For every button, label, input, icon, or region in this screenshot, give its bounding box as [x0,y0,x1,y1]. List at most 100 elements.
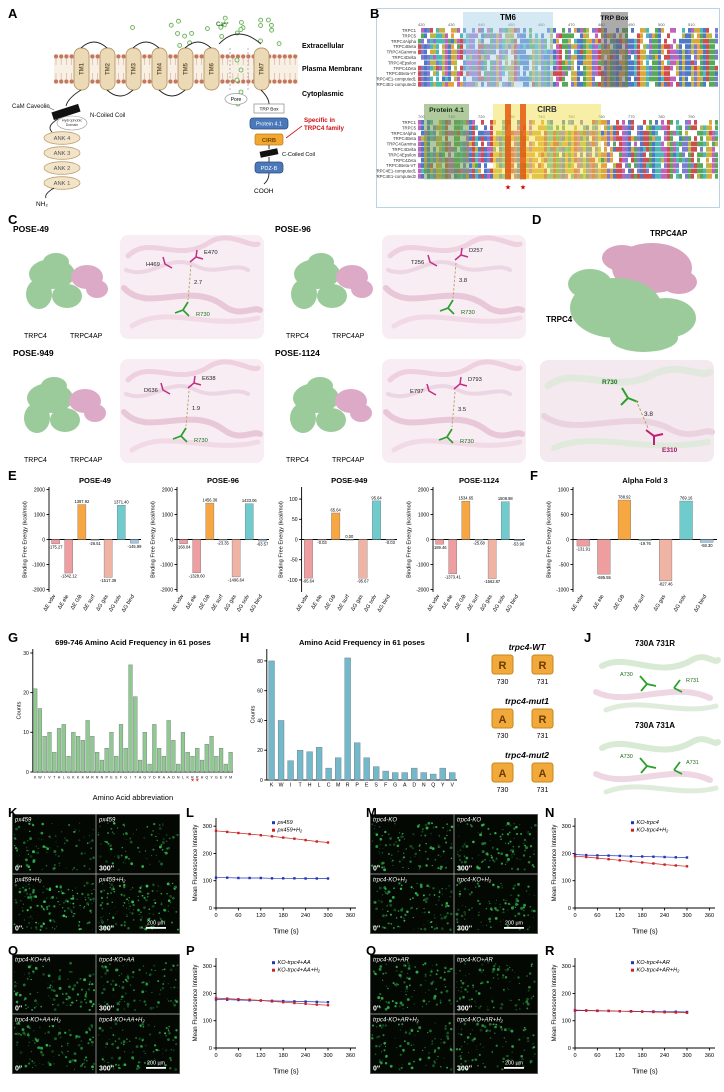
bar [638,539,652,541]
tm6-label: TM6 [500,13,517,22]
sequence-row-name: TRPC4Delta [392,147,417,152]
residue-730-column [505,104,511,180]
bar-value-label: -63.57 [257,542,269,547]
closeup-background [382,359,526,463]
y-tick-label: 100 [289,497,298,503]
ruler-number: 770 [628,114,635,119]
bar [190,755,195,773]
x-tick-label: G [393,783,397,789]
pore-label: Pore [231,97,242,103]
data-point [685,856,689,859]
data-point [282,836,285,839]
bar [137,759,143,773]
data-point [315,1003,318,1006]
bar [700,539,714,543]
x-tick-label: Q [205,776,208,780]
bar-value-label: -168.04 [177,544,192,549]
residue-sticks [639,675,683,693]
residue-position: 731 [537,733,549,740]
residue-label: D636 [144,388,158,394]
trpc4ap-label: TRPC4AP [70,457,103,464]
panel-label-j: J [584,630,592,645]
data-point [226,876,229,879]
ruler-number: 510 [688,22,695,27]
data-point [607,858,610,861]
bar [487,539,497,579]
y-tick-label: 1000 [34,512,45,518]
data-point [685,1011,689,1014]
bar-value-label: -23.35 [217,541,229,546]
y-tick-label: 200 [562,852,571,858]
pose-cell: POSE-949 TRPC4 TRPC4AP 1.9 E638 D636 R730 [10,346,266,467]
bar [354,742,361,781]
bar-value-label: -58.30 [701,543,713,548]
panel-label-i: I [466,630,470,645]
specific-in-trpc4-label: Specific in [304,117,335,124]
scale-bar-label: 200 μm [505,1061,524,1067]
data-point [663,863,666,866]
residue-letter: A [539,768,547,780]
x-tick-label: ΔG gas [653,594,668,613]
bar [392,772,399,781]
panel-label-p: P [186,943,195,958]
bar [195,748,200,773]
bar [103,539,113,578]
x-tick-label: K [34,776,37,780]
x-tick-label: ΔE vdw [42,594,57,613]
bar [47,732,52,773]
nh2-label: NH₂ [36,201,48,208]
fluorescence-speckles [97,882,179,931]
x-tick-label: V [48,776,51,780]
x-tick-label: A [163,776,166,780]
residue-letter: A [499,768,507,780]
scale-bar [146,1067,166,1069]
chart-binding-energy-pose1124: POSE-1124 -2000 -1000 0 1000 2000 -189.46 ΔE vd… [404,474,528,626]
data-point [270,835,274,838]
bar-value-label: 0.00 [345,534,354,539]
chart-title: 699-746 Amino Acid Frequency in 61 poses [55,638,211,647]
y-tick-label: 0 [566,537,569,543]
panel-q-fluorescence-images: trpc4-KO+AR 0'' trpc4-KO+AR 300'' trpc4-KO+A… [370,954,538,1074]
y-axis-title: Binding Free Energy (kcal/mol) [279,501,285,578]
fluorescence-speckles [372,882,453,931]
x-tick-label: F [120,776,123,780]
ca-label: Ca²⁺ [216,21,229,28]
ank-repeat [43,131,81,145]
x-tick-label: 120 [256,1053,265,1059]
bar [130,539,139,544]
trpc4-label: TRPC4 [546,315,573,324]
data-point [214,876,218,879]
bar [90,736,95,773]
x-tick-label: 300 [323,1053,332,1059]
y-tick-label: 50 [292,517,298,523]
tile-condition-label: trpc4-KO+AA [99,958,135,964]
cam-caveolin-label: CaM Caveolin [12,104,50,110]
tile-time-label: 0'' [373,1066,381,1073]
trpc4-surface [568,269,696,352]
bar [420,772,427,781]
panel-b-sequence-alignment: 420430440450460470480490500510TRPC1TRPC5… [376,8,720,208]
panel-label-c: C [8,212,18,227]
legend-marker [631,821,634,825]
panel-c-docking-poses: POSE-49 TRPC4 TRPC4AP 2.7 E470 H469 R730 POSE-9… [10,222,530,468]
x-tick-label: Y [210,776,213,780]
loops [65,33,262,107]
x-tick-label: ΔE ele [57,594,71,611]
bar-value-label: -131.91 [576,547,591,552]
trpc4ap-surface [336,265,373,298]
distance-label: 1.9 [192,406,200,412]
tile-time-label: 300'' [457,926,472,933]
data-point [304,1000,307,1003]
closeup-background [382,235,526,339]
chart-mfi-px459: 0 100 200 300 0 60 120 180 240 300 360 px459 px459+H… [190,810,362,936]
x-tick-label: 0 [214,1053,217,1059]
panel-label-a: A [8,6,18,21]
data-point [293,837,296,840]
bar [315,747,323,781]
bar [435,539,444,545]
data-point [237,998,240,1001]
bar-value-label: 788.92 [618,494,631,499]
x-tick-label: R [91,776,94,780]
fluorescence-speckles [372,962,453,1011]
ribbons [593,736,721,795]
